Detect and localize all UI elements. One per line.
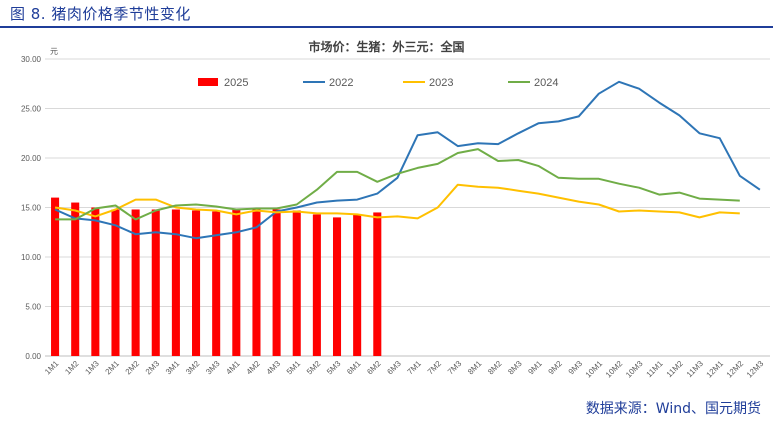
- x-tick-label: 2M3: [144, 359, 162, 377]
- bar-2025: [151, 209, 160, 356]
- x-tick-label: 2M2: [124, 359, 142, 377]
- x-tick-label: 11M3: [685, 359, 705, 379]
- chart-title: 市场价：生猪：外三元：全国: [308, 40, 465, 54]
- x-tick-label: 4M2: [245, 359, 263, 377]
- x-tick-label: 5M3: [325, 359, 343, 377]
- bar-2025: [312, 214, 321, 356]
- legend-swatch-2025: [198, 78, 218, 86]
- x-tick-label: 8M3: [506, 359, 524, 377]
- x-tick-label: 4M1: [224, 359, 242, 377]
- bar-2025: [131, 209, 140, 356]
- bar-2025: [71, 202, 80, 356]
- bar-2025: [232, 208, 241, 356]
- y-axis-unit: 元: [50, 47, 58, 56]
- x-tick-label: 9M2: [547, 359, 565, 377]
- y-tick-label: 20.00: [21, 154, 42, 163]
- y-tick-label: 10.00: [21, 253, 42, 262]
- y-tick-label: 15.00: [21, 204, 42, 213]
- x-tick-label: 3M1: [164, 359, 182, 377]
- line-2023: [54, 183, 740, 220]
- x-tick-label: 10M3: [624, 359, 645, 380]
- figure-title: 图 8. 猪肉价格季节性变化: [10, 5, 191, 23]
- bar-2025: [373, 212, 382, 356]
- x-tick-label: 6M3: [385, 359, 403, 377]
- legend-label-2025: 2025: [224, 77, 248, 89]
- bar-2025: [272, 209, 281, 356]
- line-2022: [54, 80, 761, 240]
- x-tick-label: 9M3: [567, 359, 585, 377]
- bar-2025: [91, 207, 100, 356]
- x-tick-label: 1M1: [43, 359, 61, 377]
- x-tick-label: 2M1: [104, 359, 122, 377]
- bar-2025: [171, 209, 180, 356]
- title-rule: [0, 26, 773, 28]
- bar-2025: [51, 197, 60, 356]
- x-tick-label: 11M1: [645, 359, 665, 379]
- x-tick-label: 8M2: [486, 359, 504, 377]
- x-tick-label: 5M2: [305, 359, 323, 377]
- legend-label-2024: 2024: [534, 77, 558, 89]
- x-tick-label: 1M3: [83, 359, 101, 377]
- bar-2025: [111, 209, 120, 356]
- y-tick-label: 0.00: [25, 352, 41, 361]
- x-tick-label: 11M2: [665, 359, 685, 379]
- bar-2025: [192, 210, 201, 356]
- legend-label-2023: 2023: [429, 77, 453, 89]
- x-tick-label: 7M3: [446, 359, 464, 377]
- x-tick-label: 3M2: [184, 359, 202, 377]
- y-tick-label: 25.00: [21, 105, 42, 114]
- y-tick-label: 5.00: [25, 303, 41, 312]
- bar-2025: [292, 210, 301, 356]
- x-tick-label: 8M1: [466, 359, 484, 377]
- x-tick-label: 5M1: [285, 359, 303, 377]
- x-tick-label: 12M1: [705, 359, 726, 380]
- bar-2025: [212, 211, 221, 356]
- x-tick-label: 9M1: [526, 359, 544, 377]
- x-tick-label: 6M1: [345, 359, 363, 377]
- x-tick-label: 3M3: [204, 359, 222, 377]
- x-tick-label: 12M3: [745, 359, 766, 380]
- x-tick-label: 7M2: [426, 359, 444, 377]
- legend-label-2022: 2022: [329, 77, 353, 89]
- bar-2025: [353, 214, 362, 356]
- x-tick-label: 6M2: [365, 359, 383, 377]
- source-note: 数据来源：Wind、国元期货: [585, 401, 761, 417]
- bar-2025: [252, 208, 261, 356]
- x-tick-label: 10M1: [584, 359, 605, 380]
- x-tick-label: 12M2: [725, 359, 746, 380]
- x-tick-label: 7M1: [406, 359, 424, 377]
- bar-2025: [332, 217, 342, 356]
- x-tick-label: 10M2: [604, 359, 625, 380]
- x-tick-label: 4M3: [265, 359, 283, 377]
- y-tick-label: 30.00: [21, 55, 42, 64]
- line-2024: [55, 148, 740, 221]
- x-tick-label: 1M2: [63, 359, 81, 377]
